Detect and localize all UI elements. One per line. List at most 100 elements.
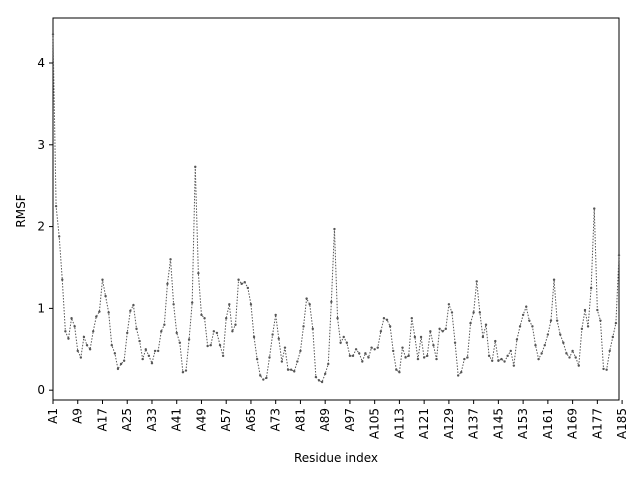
rmsf-point xyxy=(559,333,562,336)
rmsf-point xyxy=(565,352,568,355)
rmsf-point xyxy=(487,354,491,358)
rmsf-point xyxy=(490,359,494,362)
rmsf-point xyxy=(101,278,104,281)
rmsf-point xyxy=(85,343,89,347)
rmsf-point xyxy=(141,357,144,361)
x-tick-label: A57 xyxy=(219,408,233,431)
rmsf-point xyxy=(580,327,584,331)
rmsf-point xyxy=(320,380,324,384)
x-tick-label: A105 xyxy=(368,408,382,439)
rmsf-point xyxy=(593,207,596,210)
rmsf-point xyxy=(212,330,216,333)
rmsf-point xyxy=(395,368,398,371)
rmsf-point xyxy=(187,338,191,341)
rmsf-point xyxy=(571,349,574,353)
rmsf-point xyxy=(126,331,129,335)
rmsf-point xyxy=(265,376,268,380)
rmsf-point xyxy=(147,354,151,358)
rmsf-point xyxy=(67,337,70,340)
rmsf-point xyxy=(178,341,182,344)
rmsf-point xyxy=(388,325,392,328)
x-tick-label: A137 xyxy=(467,408,481,439)
rmsf-point xyxy=(160,330,163,333)
rmsf-point xyxy=(268,356,271,359)
rmsf-point xyxy=(221,354,225,358)
rmsf-point xyxy=(122,359,126,362)
rmsf-point xyxy=(555,319,559,322)
rmsf-point xyxy=(339,341,342,344)
rmsf-point xyxy=(599,319,602,322)
rmsf-point xyxy=(466,356,469,359)
rmsf-point xyxy=(323,372,327,376)
x-tick-label: A9 xyxy=(71,408,85,424)
rmsf-point xyxy=(435,357,438,361)
rmsf-point xyxy=(262,378,265,381)
rmsf-point xyxy=(76,349,79,353)
rmsf-point xyxy=(169,258,172,261)
rmsf-point xyxy=(540,352,543,355)
rmsf-point xyxy=(549,319,553,322)
rmsf-point xyxy=(494,339,497,343)
rmsf-point xyxy=(194,165,197,169)
rmsf-point xyxy=(296,360,299,363)
rmsf-point xyxy=(240,282,243,286)
x-tick-label: A129 xyxy=(442,408,456,439)
rmsf-point xyxy=(478,311,482,314)
rmsf-point xyxy=(407,354,410,358)
rmsf-point xyxy=(342,335,345,339)
rmsf-point xyxy=(107,311,110,314)
x-tick-label: A25 xyxy=(120,408,134,431)
rmsf-point xyxy=(82,335,86,339)
rmsf-point xyxy=(472,311,475,314)
rmsf-point xyxy=(568,356,571,359)
x-tick-label: A33 xyxy=(145,408,159,431)
rmsf-point xyxy=(577,364,580,367)
rmsf-point xyxy=(113,352,117,355)
rmsf-point xyxy=(327,362,330,366)
rmsf-point xyxy=(376,346,379,349)
x-tick-label: A65 xyxy=(244,408,258,431)
x-tick-label: A145 xyxy=(491,408,505,439)
rmsf-point xyxy=(330,300,333,304)
rmsf-point xyxy=(509,349,512,353)
y-tick-label: 1 xyxy=(37,301,45,315)
rmsf-point xyxy=(500,357,503,361)
rmsf-point xyxy=(150,361,154,365)
rmsf-point xyxy=(138,339,141,343)
x-tick-label: A97 xyxy=(343,408,357,431)
rmsf-point xyxy=(608,349,611,353)
x-tick-label: A169 xyxy=(566,408,580,439)
rmsf-point xyxy=(413,335,417,339)
rmsf-point xyxy=(614,321,618,325)
rmsf-point xyxy=(469,321,472,325)
rmsf-point xyxy=(234,323,237,326)
x-tick-label: A41 xyxy=(170,408,184,431)
rmsf-point xyxy=(382,317,386,320)
y-tick-label: 2 xyxy=(37,220,45,234)
rmsf-point xyxy=(358,352,361,355)
rmsf-point xyxy=(153,349,157,353)
rmsf-point xyxy=(521,313,525,317)
y-axis-label: RMSF xyxy=(14,194,28,227)
x-tick-label: A73 xyxy=(269,408,283,431)
rmsf-point xyxy=(602,367,605,371)
rmsf-point xyxy=(364,352,367,355)
rmsf-point xyxy=(206,344,209,348)
rmsf-point xyxy=(70,317,73,320)
rmsf-point xyxy=(116,367,120,371)
rmsf-point xyxy=(110,343,113,347)
rmsf-point xyxy=(611,335,615,339)
rmsf-point xyxy=(252,335,256,339)
x-axis-label: Residue index xyxy=(294,451,378,465)
rmsf-point xyxy=(426,354,429,358)
x-tick-label: A185 xyxy=(615,408,629,439)
rmsf-point xyxy=(277,337,280,340)
rmsf-point xyxy=(453,341,457,344)
rmsf-point xyxy=(203,317,206,320)
rmsf-point xyxy=(243,281,246,284)
rmsf-point xyxy=(280,360,284,363)
rmsf-point xyxy=(351,354,355,358)
rmsf-point xyxy=(311,327,314,331)
rmsf-point xyxy=(367,356,370,359)
rmsf-point xyxy=(166,282,169,286)
